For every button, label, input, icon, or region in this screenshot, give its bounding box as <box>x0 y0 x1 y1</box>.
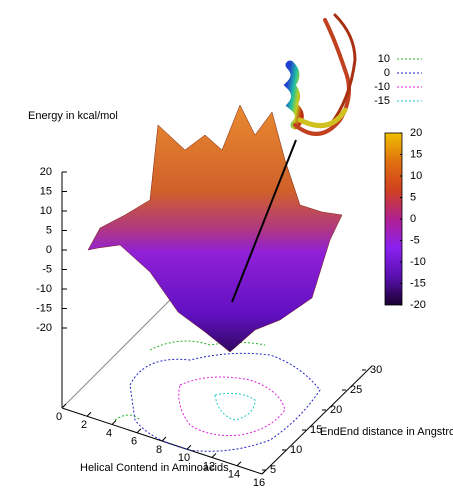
x-tick <box>211 453 217 458</box>
colorbar-tick-label: 0 <box>410 213 416 225</box>
z-tick-label: -10 <box>36 283 52 295</box>
x-tick <box>236 461 242 467</box>
y-tick-label: 30 <box>370 364 382 376</box>
floor-contours <box>114 340 321 452</box>
z-tick-label: -20 <box>36 322 52 334</box>
z-axis-label: Energy in kcal/mol <box>28 110 118 122</box>
x-tick-label: 14 <box>228 469 240 481</box>
legend-label: -15 <box>374 95 390 107</box>
colorbar-tick-label: -20 <box>410 299 426 311</box>
colorbar-tick-label: 15 <box>410 148 422 160</box>
x-tick-label: 12 <box>203 460 215 472</box>
colorbar-tick-label: 5 <box>410 191 416 203</box>
x-tick <box>261 469 267 475</box>
z-tick-label: 5 <box>46 224 52 236</box>
surface <box>87 104 343 353</box>
y-tick-label: 20 <box>330 404 342 416</box>
x-axis-label: Helical Contend in Aminoacids <box>80 462 229 474</box>
x-tick-label: 2 <box>81 419 87 431</box>
z-tick-label: 20 <box>40 166 52 178</box>
x-tick-label: 16 <box>253 477 265 489</box>
colorbar-tick-label: -15 <box>410 277 426 289</box>
x-tick-label: 6 <box>131 436 137 448</box>
z-tick-label: -15 <box>36 302 52 314</box>
x-tick <box>61 403 67 409</box>
legend-label: 10 <box>378 53 390 65</box>
colorbar-tick-label: 10 <box>410 170 422 182</box>
x-tick <box>111 420 117 425</box>
colorbar <box>384 132 403 306</box>
x-tick-label: 0 <box>56 411 62 423</box>
z-tick-label: 10 <box>40 205 52 217</box>
x-tick <box>186 444 192 450</box>
legend-label: -10 <box>374 81 390 93</box>
x-tick <box>86 411 92 417</box>
x-tick <box>136 428 142 434</box>
pointer-line <box>231 139 297 303</box>
protein-image <box>283 13 357 136</box>
colorbar-tick-label: -10 <box>410 256 426 268</box>
z-tick-label: 15 <box>40 185 52 197</box>
x-tick-label: 8 <box>156 444 162 456</box>
x-tick <box>161 436 167 442</box>
y-tick-label: 25 <box>350 384 362 396</box>
y-axis-label: EndEnd distance in Angstrom <box>320 426 453 438</box>
x-tick-label: 4 <box>106 427 112 439</box>
z-tick-label: -5 <box>42 263 52 275</box>
y-tick-label: 10 <box>290 444 302 456</box>
z-tick-label: 0 <box>46 244 52 256</box>
y-tick-label: 15 <box>310 424 322 436</box>
legend-label: 0 <box>384 67 390 79</box>
y-tick-label: 5 <box>270 464 276 476</box>
x-tick-label: 10 <box>178 452 190 464</box>
colorbar-tick-label: 20 <box>410 127 422 139</box>
colorbar-tick-label: -5 <box>410 234 420 246</box>
